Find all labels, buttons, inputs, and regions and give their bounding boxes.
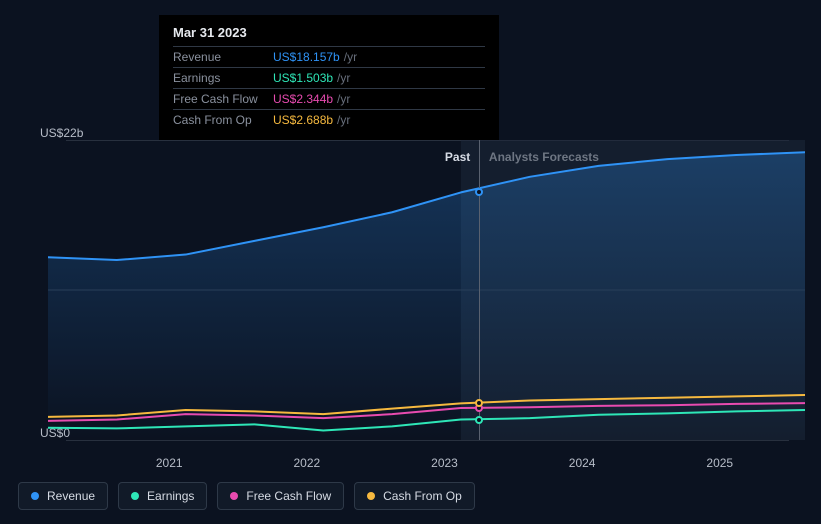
tooltip-unit: /yr xyxy=(337,92,350,106)
tooltip-metric-name: Revenue xyxy=(173,50,273,64)
chart-legend: Revenue Earnings Free Cash Flow Cash From O… xyxy=(18,482,475,510)
hover-marker xyxy=(475,416,483,424)
x-tick: 2025 xyxy=(706,456,733,470)
tooltip-unit: /yr xyxy=(337,113,350,127)
tooltip-row: Free Cash FlowUS$2.344b /yr xyxy=(173,88,485,109)
tooltip-metric-name: Cash From Op xyxy=(173,113,273,127)
legend-item-fcf[interactable]: Free Cash Flow xyxy=(217,482,344,510)
tooltip-unit: /yr xyxy=(337,71,350,85)
hover-guideline xyxy=(479,140,480,440)
tooltip-metric-name: Earnings xyxy=(173,71,273,85)
legend-item-revenue[interactable]: Revenue xyxy=(18,482,108,510)
legend-dot-icon xyxy=(31,492,39,500)
forecast-section-label: Analysts Forecasts xyxy=(489,150,599,164)
tooltip-metric-name: Free Cash Flow xyxy=(173,92,273,106)
tooltip-metric-value: US$18.157b xyxy=(273,50,340,64)
y-axis-top-label: US$22b xyxy=(40,126,83,140)
x-tick: 2023 xyxy=(431,456,458,470)
legend-dot-icon xyxy=(230,492,238,500)
tooltip-title: Mar 31 2023 xyxy=(173,25,485,46)
tooltip-row: Cash From OpUS$2.688b /yr xyxy=(173,109,485,130)
legend-label: Earnings xyxy=(147,489,194,503)
x-tick: 2022 xyxy=(294,456,321,470)
chart-tooltip: Mar 31 2023 RevenueUS$18.157b /yrEarning… xyxy=(159,15,499,140)
tooltip-row: EarningsUS$1.503b /yr xyxy=(173,67,485,88)
tooltip-metric-value: US$2.344b xyxy=(273,92,333,106)
financials-chart: US$22b US$0 Past Analysts Forecasts 2021… xyxy=(18,0,805,524)
plot-area[interactable] xyxy=(48,140,805,440)
gridline xyxy=(66,440,789,441)
tooltip-metric-value: US$2.688b xyxy=(273,113,333,127)
legend-label: Revenue xyxy=(47,489,95,503)
legend-dot-icon xyxy=(367,492,375,500)
hover-marker xyxy=(475,188,483,196)
legend-dot-icon xyxy=(131,492,139,500)
legend-label: Cash From Op xyxy=(383,489,462,503)
legend-item-earnings[interactable]: Earnings xyxy=(118,482,207,510)
legend-label: Free Cash Flow xyxy=(246,489,331,503)
legend-item-cfo[interactable]: Cash From Op xyxy=(354,482,475,510)
tooltip-unit: /yr xyxy=(344,50,357,64)
tooltip-row: RevenueUS$18.157b /yr xyxy=(173,46,485,67)
tooltip-metric-value: US$1.503b xyxy=(273,71,333,85)
chart-svg xyxy=(48,140,805,440)
past-section-label: Past xyxy=(445,150,470,164)
x-tick: 2024 xyxy=(569,456,596,470)
x-axis: 2021 2022 2023 2024 2025 xyxy=(66,450,789,470)
x-tick: 2021 xyxy=(156,456,183,470)
hover-marker xyxy=(475,399,483,407)
